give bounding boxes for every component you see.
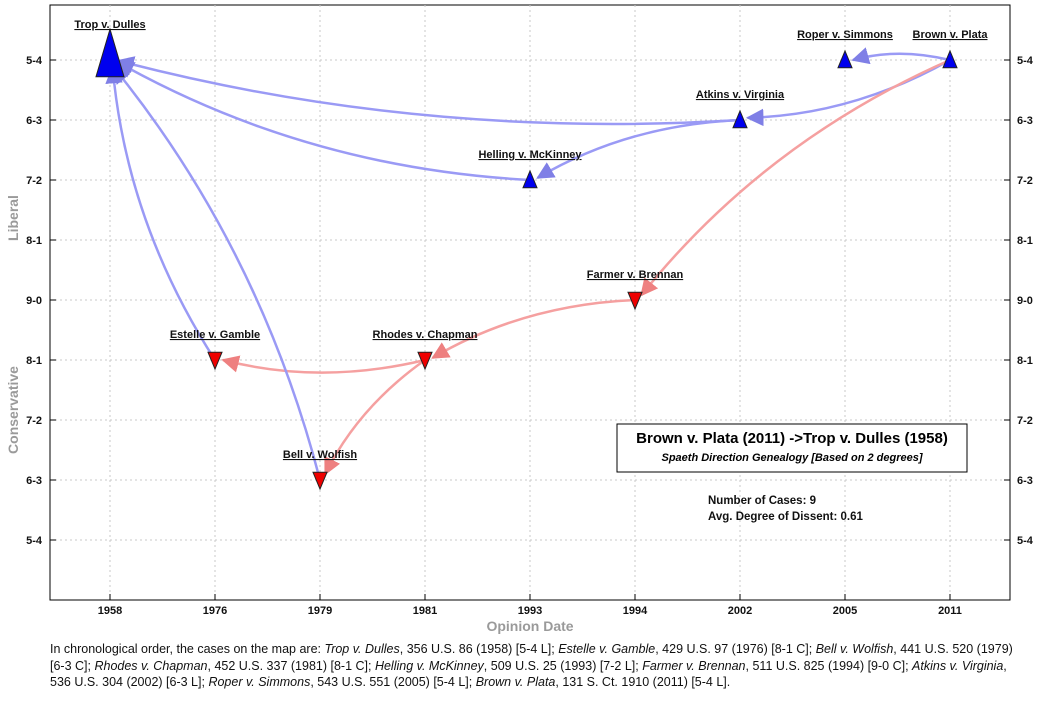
label-trop-v-dulles: Trop v. Dulles — [74, 19, 145, 31]
caption-case-name: Brown v. Plata — [475, 675, 556, 689]
x-tick-label: 2002 — [728, 605, 752, 617]
edge-helling-v-mckinney-to-trop-v-dulles — [116, 61, 531, 182]
marker-helling-v-mckinney — [522, 169, 538, 189]
caption-citation: , 543 U.S. 551 (2005) [5-4 L]; — [310, 675, 476, 689]
y-tick-label-right: 7-2 — [1017, 415, 1033, 427]
label-brown-v-plata: Brown v. Plata — [913, 29, 989, 41]
caption-intro: In chronological order, the cases on the… — [50, 642, 325, 656]
x-tick-label: 1993 — [518, 605, 542, 617]
x-tick-label: 2005 — [833, 605, 857, 617]
edges — [105, 47, 951, 481]
edge-rhodes-v-chapman-to-estelle-v-gamble — [221, 355, 426, 374]
caption-citation: , 356 U.S. 86 (1958) [5-4 L]; — [399, 642, 559, 656]
y-tick-label-right: 8-1 — [1017, 355, 1033, 367]
y-tick-label-right: 5-4 — [1017, 55, 1034, 67]
caption-citation: , 536 U.S. 304 (2002) [6-3 L]; — [50, 658, 1007, 690]
y-tick-label-left: 7-2 — [26, 175, 42, 187]
stat-number-of-cases: Number of Cases: 9 — [708, 495, 816, 507]
x-tick-label: 1976 — [203, 605, 227, 617]
x-tick-label: 2011 — [938, 605, 962, 617]
edge-estelle-v-gamble-to-trop-v-dulles — [105, 65, 217, 361]
caption-citation: , 429 U.S. 97 (1976) [8-1 C]; — [655, 642, 816, 656]
edge-atkins-v-virginia-to-trop-v-dulles — [116, 56, 741, 126]
y-tick-label-right: 9-0 — [1017, 295, 1033, 307]
y-tick-label-right: 6-3 — [1017, 475, 1033, 487]
edge-brown-v-plata-to-farmer-v-brennan — [640, 58, 951, 297]
caption-citation: , 511 U.S. 825 (1994) [9-0 C]; — [745, 658, 913, 673]
label-rhodes-v-chapman: Rhodes v. Chapman — [373, 329, 478, 341]
label-helling-v-mckinney: Helling v. McKinney — [478, 149, 582, 161]
label-farmer-v-brennan: Farmer v. Brennan — [587, 269, 684, 281]
y-tick-label-left: 5-4 — [26, 55, 43, 67]
y-tick-label-left: 8-1 — [26, 235, 42, 247]
marker-estelle-v-gamble — [207, 351, 223, 371]
y-axis-title-liberal: Liberal — [5, 195, 21, 241]
y-tick-label-left: 6-3 — [26, 115, 42, 127]
caption-citation: , 441 U.S. 520 (1979) [6-3 C]; — [50, 642, 1013, 673]
marker-brown-v-plata — [942, 49, 958, 69]
caption-case-name: Rhodes v. Chapman — [94, 658, 208, 673]
chart-title: Brown v. Plata (2011) ->Trop v. Dulles (… — [636, 430, 948, 447]
marker-bell-v-wolfish — [312, 471, 328, 491]
y-tick-label-right: 8-1 — [1017, 235, 1033, 247]
marker-roper-v-simmons — [837, 49, 853, 69]
grid — [50, 5, 1010, 600]
x-axis-title: Opinion Date — [486, 618, 573, 634]
marker-trop-v-dulles — [95, 27, 125, 78]
caption-citation: , 452 U.S. 337 (1981) [8-1 C]; — [207, 658, 375, 673]
title-box: Brown v. Plata (2011) ->Trop v. Dulles (… — [616, 423, 968, 473]
caption-case-name: Roper v. Simmons — [208, 675, 311, 689]
label-atkins-v-virginia: Atkins v. Virginia — [696, 89, 785, 101]
marker-atkins-v-virginia — [732, 109, 748, 129]
case-labels: Trop v. Dulles Estelle v. Gamble Bell v. W… — [74, 19, 988, 461]
caption-case-name: Helling v. McKinney — [374, 658, 484, 673]
edge-rhodes-v-chapman-to-bell-v-wolfish — [324, 358, 426, 476]
y-tick-label-left: 6-3 — [26, 475, 42, 487]
edge-brown-v-plata-to-roper-v-simmons — [851, 47, 951, 65]
edge-farmer-v-brennan-to-rhodes-v-chapman — [431, 298, 636, 359]
caption-case-name: Atkins v. Virginia — [912, 658, 1004, 673]
edge-bell-v-wolfish-to-trop-v-dulles — [112, 65, 322, 481]
case-markers — [95, 27, 958, 491]
genealogy-chart: Trop v. Dulles Estelle v. Gamble Bell v. W… — [5, 4, 1034, 634]
y-tick-label-left: 5-4 — [26, 535, 43, 547]
caption-case-name: Farmer v. Brennan — [642, 658, 746, 673]
edge-brown-v-plata-to-atkins-v-virginia — [745, 58, 951, 127]
x-tick-label: 1958 — [98, 605, 122, 617]
caption-case-name: Estelle v. Gamble — [558, 642, 656, 656]
case-list-caption: In chronological order, the cases on the… — [50, 641, 1025, 691]
marker-farmer-v-brennan — [627, 291, 643, 311]
y-tick-label-left: 9-0 — [26, 295, 42, 307]
caption-case-name: Trop v. Dulles — [324, 642, 400, 656]
y-axis-title-conservative: Conservative — [5, 366, 21, 454]
chart-subtitle: Spaeth Direction Genealogy [Based on 2 d… — [661, 452, 922, 464]
label-roper-v-simmons: Roper v. Simmons — [797, 29, 893, 41]
marker-rhodes-v-chapman — [417, 351, 433, 371]
caption-citation: , 509 U.S. 25 (1993) [7-2 L]; — [483, 658, 643, 673]
x-tick-label: 1981 — [413, 605, 437, 617]
y-tick-label-right: 7-2 — [1017, 175, 1033, 187]
caption-citation: , 131 S. Ct. 1910 (2011) [5-4 L]. — [555, 675, 731, 689]
label-estelle-v-gamble: Estelle v. Gamble — [170, 329, 260, 341]
x-tick-label: 1979 — [308, 605, 332, 617]
edge-atkins-v-virginia-to-helling-v-mckinney — [536, 118, 741, 179]
y-tick-label-right: 5-4 — [1017, 535, 1034, 547]
caption-case-name: Bell v. Wolfish — [815, 642, 894, 656]
y-tick-label-left: 8-1 — [26, 355, 42, 367]
axes: 5-4 5-4 6-3 6-3 7-2 7-2 8-1 8-1 9-0 9-0 8-1 8-1 7-2 7… — [26, 55, 1034, 617]
x-tick-label: 1994 — [623, 605, 648, 617]
label-bell-v-wolfish: Bell v. Wolfish — [283, 449, 357, 461]
stat-avg-dissent: Avg. Degree of Dissent: 0.61 — [708, 511, 863, 523]
y-tick-label-right: 6-3 — [1017, 115, 1033, 127]
y-tick-label-left: 7-2 — [26, 415, 42, 427]
